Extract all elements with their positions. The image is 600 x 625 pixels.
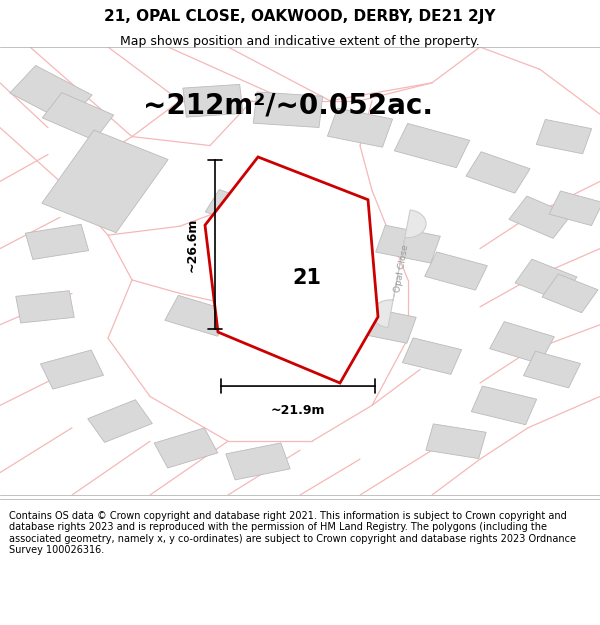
Polygon shape <box>352 306 416 343</box>
Polygon shape <box>372 210 426 328</box>
Polygon shape <box>16 291 74 323</box>
Text: 21: 21 <box>292 268 321 288</box>
Polygon shape <box>183 84 243 117</box>
Polygon shape <box>490 322 554 364</box>
Polygon shape <box>25 224 89 259</box>
Polygon shape <box>425 252 487 290</box>
Polygon shape <box>376 225 440 263</box>
Polygon shape <box>42 92 114 140</box>
Polygon shape <box>403 338 461 374</box>
Polygon shape <box>549 191 600 226</box>
Polygon shape <box>165 296 231 336</box>
Text: 21, OPAL CLOSE, OAKWOOD, DERBY, DE21 2JY: 21, OPAL CLOSE, OAKWOOD, DERBY, DE21 2JY <box>104 9 496 24</box>
Polygon shape <box>205 157 378 383</box>
Polygon shape <box>515 259 577 301</box>
Polygon shape <box>509 196 571 238</box>
Polygon shape <box>88 400 152 442</box>
Polygon shape <box>10 66 92 122</box>
Polygon shape <box>536 119 592 154</box>
Polygon shape <box>42 130 168 232</box>
Polygon shape <box>253 92 323 128</box>
Text: Map shows position and indicative extent of the property.: Map shows position and indicative extent… <box>120 35 480 48</box>
Polygon shape <box>252 171 324 219</box>
Text: ~212m²/~0.052ac.: ~212m²/~0.052ac. <box>143 91 433 119</box>
Polygon shape <box>394 124 470 168</box>
Polygon shape <box>226 443 290 480</box>
Text: Opal Close: Opal Close <box>394 244 410 293</box>
Polygon shape <box>220 274 296 321</box>
Polygon shape <box>523 351 581 388</box>
Polygon shape <box>542 274 598 312</box>
Text: ~21.9m: ~21.9m <box>271 404 325 418</box>
Polygon shape <box>286 251 362 301</box>
Polygon shape <box>328 108 392 148</box>
Polygon shape <box>472 386 536 425</box>
Text: ~26.6m: ~26.6m <box>186 217 199 272</box>
Polygon shape <box>154 428 218 468</box>
Polygon shape <box>40 350 104 389</box>
Text: Contains OS data © Crown copyright and database right 2021. This information is : Contains OS data © Crown copyright and d… <box>9 511 576 556</box>
Polygon shape <box>466 152 530 193</box>
Polygon shape <box>205 189 263 227</box>
Polygon shape <box>426 424 486 459</box>
